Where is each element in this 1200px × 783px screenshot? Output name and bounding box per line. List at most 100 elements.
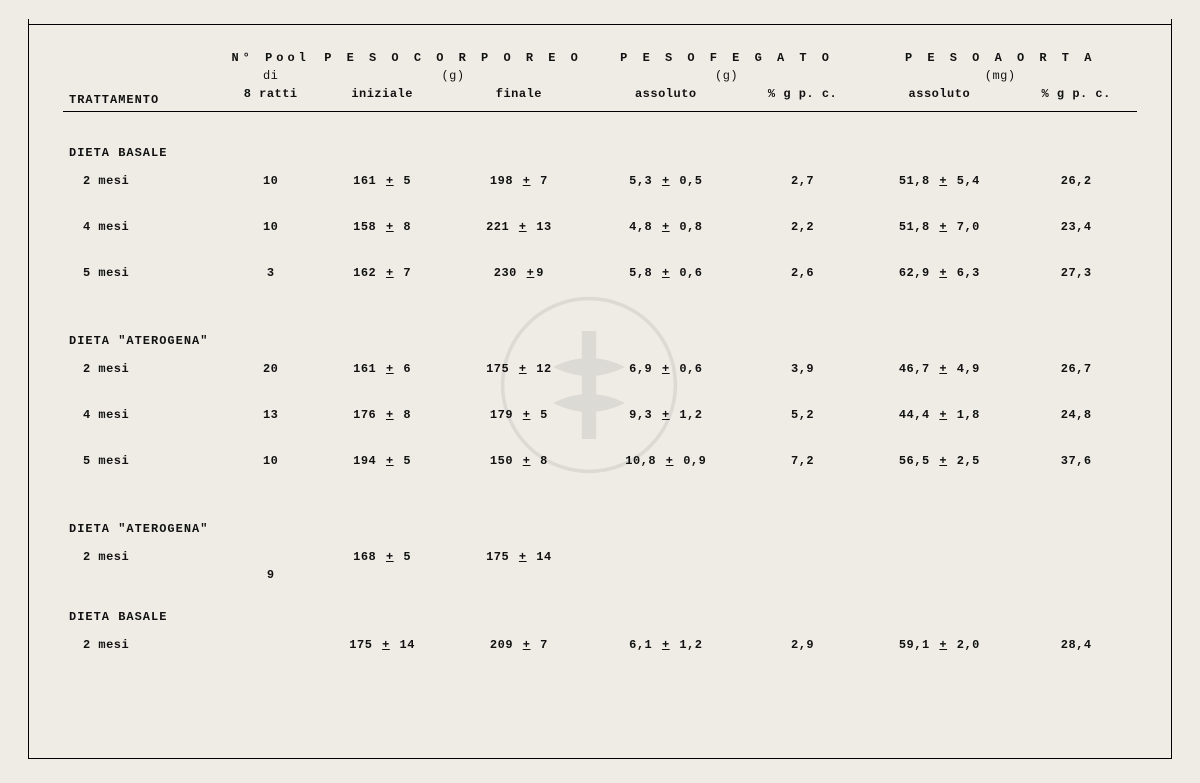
table-row: 2 mesi 168 + 5 175 + 14: [63, 542, 1137, 568]
cell-empty: [316, 568, 1137, 600]
table-row: 5 mesi 10 194 + 5 150 + 8 10,8 + 0,9 7,2…: [63, 446, 1137, 492]
col-peso-corporeo-unit: (g): [316, 69, 590, 87]
cell-aorta-abs: 51,8 + 7,0: [863, 212, 1015, 258]
cell-aorta-abs: 51,8 + 5,4: [863, 166, 1015, 212]
cell-iniziale: 161 + 6: [316, 354, 448, 400]
row-label: 2 mesi: [63, 166, 225, 212]
cell-pool: 13: [225, 400, 316, 446]
section-dieta-basale-2: DIETA BASALE: [63, 600, 1137, 630]
table-row-pool-only: 9: [63, 568, 1137, 600]
row-label: 5 mesi: [63, 446, 225, 492]
cell-fegato-abs: 9,3 + 1,2: [590, 400, 742, 446]
cell-fegato-gpc: 2,7: [742, 166, 864, 212]
row-label: [63, 568, 225, 600]
cell-fegato-gpc: 3,9: [742, 354, 864, 400]
table-row: 5 mesi 3 162 + 7 230 +9 5,8 + 0,6 2,6 62…: [63, 258, 1137, 304]
col-fegato-gpc: % g p. c.: [742, 87, 864, 111]
cell-iniziale: 176 + 8: [316, 400, 448, 446]
cell-pool: 10: [225, 446, 316, 492]
table-row: 2 mesi 175 + 14 209 + 7 6,1 + 1,2 2,9 59…: [63, 630, 1137, 676]
col-peso-fegato: P E S O F E G A T O: [590, 51, 864, 69]
cell-fegato-gpc: 7,2: [742, 446, 864, 492]
cell-iniziale: 161 + 5: [316, 166, 448, 212]
section-dieta-basale-1: DIETA BASALE: [63, 112, 1137, 167]
cell-aorta-abs: 59,1 + 2,0: [863, 630, 1015, 676]
col-peso-fegato-unit: (g): [590, 69, 864, 87]
cell-pool: 9: [225, 568, 316, 600]
cell-fegato-abs: 6,1 + 1,2: [590, 630, 742, 676]
cell-finale: 150 + 8: [448, 446, 590, 492]
row-label: 2 mesi: [63, 354, 225, 400]
col-aorta-assoluto: assoluto: [863, 87, 1015, 111]
cell-fegato-abs: 5,3 + 0,5: [590, 166, 742, 212]
row-label: 4 mesi: [63, 400, 225, 446]
cell-aorta-gpc: [1015, 542, 1137, 568]
cell-aorta-gpc: 26,2: [1015, 166, 1137, 212]
cell-finale: 179 + 5: [448, 400, 590, 446]
data-table: TRATTAMENTO N° Pool P E S O C O R P O R …: [63, 51, 1137, 676]
cell-iniziale: 158 + 8: [316, 212, 448, 258]
row-label: 2 mesi: [63, 542, 225, 568]
cell-aorta-abs: 44,4 + 1,8: [863, 400, 1015, 446]
cell-fegato-abs: 5,8 + 0,6: [590, 258, 742, 304]
cell-fegato-abs: [590, 542, 742, 568]
cell-iniziale: 175 + 14: [316, 630, 448, 676]
col-peso-corporeo: P E S O C O R P O R E O: [316, 51, 590, 69]
cell-finale: 198 + 7: [448, 166, 590, 212]
cell-aorta-abs: 62,9 + 6,3: [863, 258, 1015, 304]
cell-aorta-abs: 56,5 + 2,5: [863, 446, 1015, 492]
row-label: 4 mesi: [63, 212, 225, 258]
cell-finale: 221 + 13: [448, 212, 590, 258]
cell-iniziale: 194 + 5: [316, 446, 448, 492]
cell-fegato-gpc: 2,6: [742, 258, 864, 304]
cell-pool: 10: [225, 212, 316, 258]
cell-pool: 3: [225, 258, 316, 304]
cell-finale: 175 + 12: [448, 354, 590, 400]
cell-aorta-gpc: 37,6: [1015, 446, 1137, 492]
cell-aorta-gpc: 23,4: [1015, 212, 1137, 258]
table-row: 4 mesi 10 158 + 8 221 + 13 4,8 + 0,8 2,2…: [63, 212, 1137, 258]
cell-finale: 175 + 14: [448, 542, 590, 568]
table-body: DIETA BASALE 2 mesi 10 161 + 5 198 + 7 5…: [63, 112, 1137, 677]
cell-aorta-abs: 46,7 + 4,9: [863, 354, 1015, 400]
section-dieta-aterogena-1: DIETA "ATEROGENA": [63, 304, 1137, 354]
cell-pool: [225, 630, 316, 676]
cell-aorta-gpc: 24,8: [1015, 400, 1137, 446]
col-iniziale: iniziale: [316, 87, 448, 111]
cell-fegato-abs: 4,8 + 0,8: [590, 212, 742, 258]
col-pool-sub: 8 ratti: [225, 87, 316, 111]
section-dieta-aterogena-2: DIETA "ATEROGENA": [63, 492, 1137, 542]
col-trattamento: TRATTAMENTO: [63, 51, 225, 111]
cell-fegato-gpc: [742, 542, 864, 568]
cell-iniziale: 162 + 7: [316, 258, 448, 304]
col-peso-aorta-unit: (mg): [863, 69, 1137, 87]
cell-fegato-gpc: 5,2: [742, 400, 864, 446]
col-finale: finale: [448, 87, 590, 111]
col-pool-top: N° Pool: [225, 51, 316, 69]
cell-iniziale: 168 + 5: [316, 542, 448, 568]
row-label: 5 mesi: [63, 258, 225, 304]
table-head: TRATTAMENTO N° Pool P E S O C O R P O R …: [63, 51, 1137, 112]
cell-finale: 230 +9: [448, 258, 590, 304]
col-aorta-gpc: % g p. c.: [1015, 87, 1137, 111]
col-fegato-assoluto: assoluto: [590, 87, 742, 111]
col-pool-mid: di: [225, 69, 316, 87]
table-row: 2 mesi 20 161 + 6 175 + 12 6,9 + 0,6 3,9…: [63, 354, 1137, 400]
cell-aorta-gpc: 27,3: [1015, 258, 1137, 304]
table-frame: TRATTAMENTO N° Pool P E S O C O R P O R …: [28, 24, 1172, 759]
cell-fegato-abs: 10,8 + 0,9: [590, 446, 742, 492]
cell-pool: 10: [225, 166, 316, 212]
cell-aorta-abs: [863, 542, 1015, 568]
cell-aorta-gpc: 26,7: [1015, 354, 1137, 400]
cell-fegato-gpc: 2,9: [742, 630, 864, 676]
cell-fegato-gpc: 2,2: [742, 212, 864, 258]
col-peso-aorta: P E S O A O R T A: [863, 51, 1137, 69]
cell-finale: 209 + 7: [448, 630, 590, 676]
cell-pool: [225, 542, 316, 568]
page: TRATTAMENTO N° Pool P E S O C O R P O R …: [0, 0, 1200, 783]
table-row: 2 mesi 10 161 + 5 198 + 7 5,3 + 0,5 2,7 …: [63, 166, 1137, 212]
table-row: 4 mesi 13 176 + 8 179 + 5 9,3 + 1,2 5,2 …: [63, 400, 1137, 446]
cell-pool: 20: [225, 354, 316, 400]
cell-fegato-abs: 6,9 + 0,6: [590, 354, 742, 400]
cell-aorta-gpc: 28,4: [1015, 630, 1137, 676]
